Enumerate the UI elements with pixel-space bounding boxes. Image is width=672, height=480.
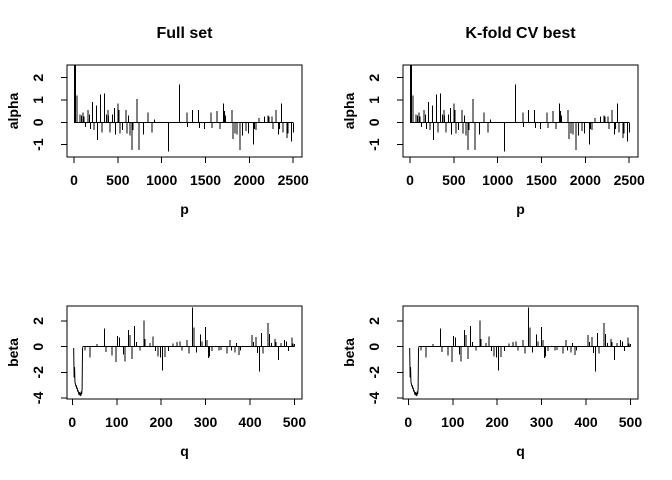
y-tick-label: 2 (366, 74, 382, 82)
x-tick-label: 1500 (190, 172, 221, 188)
y-tick-label: 0 (366, 343, 382, 351)
x-tick-label: 1000 (482, 172, 513, 188)
x-tick-label: 100 (105, 414, 129, 430)
y-axis-label: alpha (5, 93, 21, 130)
y-tick-label: 2 (366, 317, 382, 325)
x-tick-label: 200 (149, 414, 173, 430)
x-tick-label: 100 (441, 414, 465, 430)
spikes (420, 307, 631, 372)
y-tick-label: 2 (30, 74, 46, 82)
x-tick-label: 500 (442, 172, 466, 188)
y-tick-label: 0 (30, 343, 46, 351)
x-tick-label: 500 (106, 172, 130, 188)
y-tick-label: 0 (30, 118, 46, 126)
x-tick-label: 2500 (614, 172, 645, 188)
x-tick-label: 300 (530, 414, 554, 430)
y-tick-label: -2 (366, 366, 382, 379)
plot-panel-top-right-kfold-alpha: K-fold CV best 0 500 1000 1500 2000 2500 -1 0 1 2 p… (336, 0, 672, 240)
plot-box (402, 305, 639, 400)
x-tick-label: 300 (194, 414, 218, 430)
y-axis-label: beta (341, 338, 357, 367)
x-axis-label: q (516, 443, 525, 459)
plot-panel-bottom-left-full-set-beta: 0 100 200 300 400 500 -4 -2 0 2 q beta (0, 240, 336, 480)
x-tick-label: 0 (68, 414, 76, 430)
plot-svg-top-left: Full set 0 500 1000 1500 2000 2500 -1 0 1 2 p alpha (5, 25, 309, 217)
y-tick-label: 0 (366, 118, 382, 126)
y-tick-label: 1 (366, 96, 382, 104)
x-axis-label: p (516, 201, 525, 217)
plot-svg-top-right: K-fold CV best 0 500 1000 1500 2000 2500 -1 0 1 2 p… (341, 25, 645, 217)
x-tick-label: 500 (619, 414, 643, 430)
y-tick-label: -1 (30, 138, 46, 151)
y-tick-label: 2 (30, 317, 46, 325)
plot-svg-bottom-left: 0 100 200 300 400 500 -4 -2 0 2 q beta (5, 305, 307, 459)
x-tick-label: 1000 (146, 172, 177, 188)
y-axis-label: beta (5, 338, 21, 367)
x-tick-label: 400 (574, 414, 598, 430)
panel-title: Full set (156, 25, 213, 42)
plot-box (66, 64, 303, 158)
x-tick-label: 2500 (278, 172, 309, 188)
x-tick-label: 0 (406, 172, 414, 188)
y-tick-label: -4 (30, 392, 46, 405)
x-tick-label: 400 (238, 414, 262, 430)
x-axis-label: p (180, 201, 189, 217)
x-tick-label: 200 (485, 414, 509, 430)
y-tick-label: -2 (30, 366, 46, 379)
x-tick-label: 0 (404, 414, 412, 430)
plot-box (66, 305, 303, 400)
spikes (410, 65, 631, 152)
y-tick-label: 1 (30, 96, 46, 104)
lead-line (73, 347, 84, 397)
x-tick-label: 500 (283, 414, 307, 430)
plot-panel-top-left-full-set-alpha: Full set 0 500 1000 1500 2000 2500 -1 0 1 2 p alpha (0, 0, 336, 240)
x-tick-label: 0 (70, 172, 78, 188)
y-axis-label: alpha (341, 93, 357, 130)
spikes (74, 65, 295, 152)
plot-box (402, 64, 639, 158)
plot-panel-bottom-right-kfold-beta: 0 100 200 300 400 500 -4 -2 0 2 q beta (336, 240, 672, 480)
y-tick-label: -4 (366, 392, 382, 405)
x-tick-label: 2000 (570, 172, 601, 188)
x-axis-label: q (180, 443, 189, 459)
panel-title: K-fold CV best (465, 25, 576, 42)
x-tick-label: 1500 (526, 172, 557, 188)
spikes (84, 307, 295, 372)
y-tick-label: -1 (366, 138, 382, 151)
lead-line (409, 347, 420, 397)
plot-svg-bottom-right: 0 100 200 300 400 500 -4 -2 0 2 q beta (341, 305, 643, 459)
x-tick-label: 2000 (234, 172, 265, 188)
